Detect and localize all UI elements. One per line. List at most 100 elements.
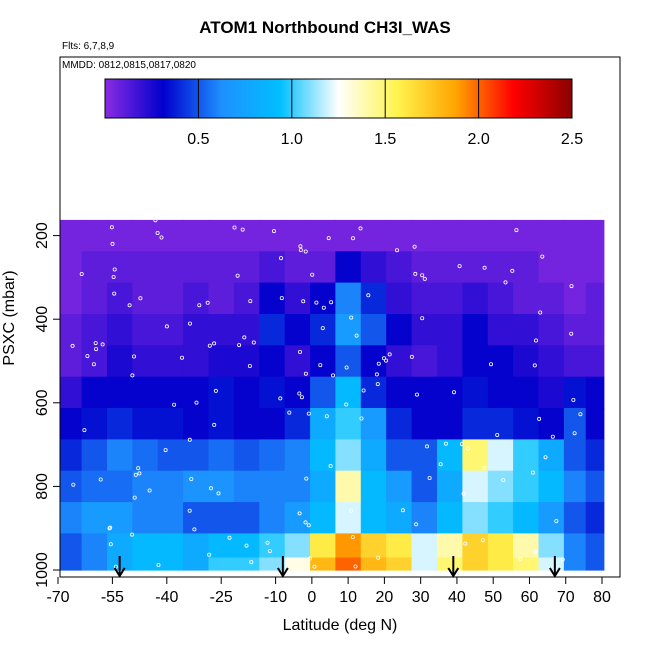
- sample-marker: [163, 448, 168, 453]
- heatmap-cell: [563, 282, 587, 315]
- heatmap-cell: [563, 219, 587, 252]
- heatmap-cell: [386, 282, 413, 315]
- sample-marker: [278, 256, 283, 261]
- heatmap-cell: [360, 439, 387, 472]
- sample-marker: [306, 523, 311, 528]
- sample-marker: [110, 241, 115, 246]
- heatmap-cell: [585, 470, 605, 503]
- heatmap-cell: [157, 439, 184, 472]
- sample-marker: [537, 416, 542, 421]
- heatmap-cell: [585, 345, 605, 378]
- heatmap-cell: [60, 408, 83, 440]
- heatmap-cell: [132, 345, 159, 378]
- chart-title: ATOM1 Northbound CH3I_WAS: [199, 18, 451, 37]
- colorbar-tick-label: 2.5: [561, 131, 583, 148]
- heatmap-cell: [310, 345, 337, 378]
- heatmap-cell: [183, 557, 210, 571]
- heatmap-cell: [81, 557, 108, 571]
- heatmap-cell: [233, 502, 260, 534]
- y-tick-label: 800: [34, 473, 51, 500]
- sample-marker: [320, 326, 325, 331]
- heatmap-cell: [585, 439, 605, 472]
- x-axis-label: Latitude (deg N): [283, 617, 398, 634]
- heatmap-cell: [513, 533, 540, 558]
- sample-marker: [482, 265, 487, 270]
- heatmap-cell: [360, 345, 387, 378]
- heatmap-cell: [183, 314, 210, 346]
- heatmap-cell: [360, 314, 387, 346]
- x-tick-label: -55: [101, 589, 124, 606]
- x-tick-label: 40: [448, 589, 466, 606]
- heatmap-cell: [585, 502, 605, 534]
- sample-marker: [303, 520, 308, 525]
- sample-marker: [306, 411, 311, 416]
- sample-marker: [235, 273, 240, 278]
- sample-marker: [550, 434, 555, 439]
- sample-marker: [374, 372, 379, 377]
- sample-marker: [422, 276, 427, 281]
- sample-marker: [131, 354, 136, 359]
- sample-marker: [132, 495, 137, 500]
- heatmap-cell: [411, 251, 438, 284]
- sample-marker: [413, 271, 418, 276]
- heatmap-cell: [310, 251, 337, 284]
- sample-marker: [279, 296, 284, 301]
- heatmap-cell: [585, 314, 605, 346]
- sample-marker: [538, 310, 543, 315]
- heatmap-cell: [284, 314, 311, 346]
- sample-marker: [278, 396, 283, 401]
- heatmap-cell: [81, 219, 108, 252]
- heatmap-cell: [183, 345, 210, 378]
- sample-marker: [457, 264, 462, 269]
- heatmap-cell: [386, 251, 413, 284]
- sample-marker: [108, 525, 113, 530]
- sample-marker: [459, 442, 464, 447]
- heatmap-cell: [411, 376, 438, 409]
- heatmap-cell: [487, 470, 514, 503]
- heatmap-cell: [208, 557, 235, 571]
- sample-marker: [383, 358, 388, 363]
- sample-marker: [197, 303, 202, 308]
- sample-marker: [127, 303, 132, 308]
- heatmap-cell: [81, 345, 108, 378]
- sample-marker: [98, 477, 103, 482]
- heatmap-cell: [360, 219, 387, 252]
- sample-marker: [503, 280, 508, 285]
- heatmap-cell: [585, 251, 605, 284]
- heatmap-cell: [107, 219, 133, 252]
- sample-marker: [216, 491, 221, 496]
- heatmap-cell: [107, 282, 133, 315]
- sample-marker: [514, 228, 519, 233]
- heatmap-cell: [233, 345, 260, 378]
- heatmap-cell: [259, 502, 286, 534]
- heatmap-cell: [437, 219, 463, 252]
- heatmap-cell: [157, 470, 184, 503]
- heatmap-cell: [310, 533, 337, 558]
- heatmap-cell: [360, 282, 387, 315]
- sample-marker: [578, 412, 583, 417]
- sample-marker: [443, 441, 448, 446]
- sample-marker: [248, 299, 253, 304]
- heatmap-cell: [411, 314, 438, 346]
- heatmap-cell: [60, 314, 83, 346]
- heatmap-cell: [107, 345, 133, 378]
- sample-marker: [394, 248, 399, 253]
- heatmap-cell: [132, 282, 159, 315]
- sample-marker: [271, 229, 276, 234]
- heatmap-cell: [107, 470, 133, 503]
- sample-marker: [212, 341, 217, 346]
- heatmap-cell: [310, 282, 337, 315]
- heatmap-cell: [585, 282, 605, 315]
- heatmap-cell: [538, 219, 565, 252]
- sample-marker: [249, 560, 254, 565]
- sample-marker: [366, 293, 371, 298]
- heatmap-cell: [157, 345, 184, 378]
- heatmap-cell: [60, 533, 83, 558]
- heatmap-cell: [563, 439, 587, 472]
- heatmap-cell: [259, 282, 286, 315]
- sample-marker: [572, 431, 577, 436]
- y-tick-label: 400: [34, 306, 51, 333]
- y-tick-label: 1000: [34, 552, 51, 588]
- heatmap-cell: [284, 251, 311, 284]
- heatmap-cell: [411, 282, 438, 315]
